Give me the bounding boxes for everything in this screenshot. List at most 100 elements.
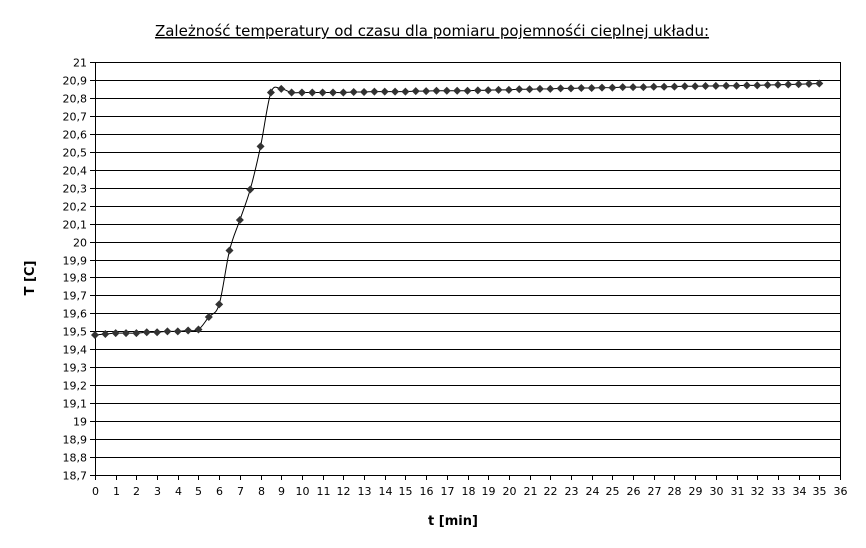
y-tick-label: 20,9 bbox=[63, 75, 88, 88]
x-tick-label: 35 bbox=[813, 485, 827, 498]
data-point-marker bbox=[422, 87, 431, 96]
x-tick-label: 15 bbox=[399, 485, 413, 498]
data-point-marker bbox=[339, 88, 348, 97]
x-tick-label: 18 bbox=[462, 485, 476, 498]
data-point-marker bbox=[360, 87, 369, 96]
y-tick-label: 19,6 bbox=[63, 308, 88, 321]
data-point-marker bbox=[566, 84, 575, 93]
data-point-marker bbox=[256, 142, 265, 151]
data-point-marker bbox=[804, 79, 813, 88]
x-tick-label: 10 bbox=[296, 485, 310, 498]
data-point-marker bbox=[111, 329, 120, 338]
data-point-marker bbox=[494, 85, 503, 94]
data-point-marker bbox=[504, 85, 513, 94]
data-point-marker bbox=[442, 86, 451, 95]
x-tick-label: 22 bbox=[544, 485, 558, 498]
data-point-marker bbox=[411, 87, 420, 96]
y-tick-label: 20,1 bbox=[63, 219, 88, 232]
data-point-marker bbox=[463, 86, 472, 95]
data-point-marker bbox=[308, 88, 317, 97]
data-point-marker bbox=[287, 88, 296, 97]
gridlines bbox=[95, 62, 840, 476]
y-tick-label: 19,5 bbox=[63, 326, 88, 339]
data-point-marker bbox=[235, 216, 244, 225]
data-point-marker bbox=[711, 81, 720, 90]
data-point-marker bbox=[660, 82, 669, 91]
y-tick-label: 19,4 bbox=[63, 344, 88, 357]
data-point-marker bbox=[349, 87, 358, 96]
data-point-marker bbox=[691, 82, 700, 91]
data-point-marker bbox=[91, 330, 99, 339]
x-tick-label: 5 bbox=[195, 485, 202, 498]
x-tick-labels: 0 1 2 3 4 5 6 7 8 9 10 11 12 13 14 15 16 17 18 19 20 21 22 23 24… bbox=[92, 485, 848, 498]
data-point-marker bbox=[277, 84, 286, 93]
y-tick-label: 19,7 bbox=[63, 290, 88, 303]
y-tick-label: 20,7 bbox=[63, 111, 88, 124]
data-point-marker bbox=[484, 86, 493, 95]
y-tick-label: 20,3 bbox=[63, 183, 88, 196]
x-axis-title: t [min] bbox=[428, 514, 478, 529]
data-point-marker bbox=[380, 87, 389, 96]
x-tick-label: 28 bbox=[668, 485, 682, 498]
data-point-marker bbox=[391, 87, 400, 96]
x-tick-label: 29 bbox=[689, 485, 703, 498]
x-tick-label: 31 bbox=[731, 485, 745, 498]
x-tick-label: 9 bbox=[278, 485, 285, 498]
data-point-marker bbox=[266, 88, 275, 97]
y-tick-label: 18,7 bbox=[63, 470, 88, 483]
series-temperature bbox=[91, 79, 824, 339]
x-tick-label: 32 bbox=[751, 485, 765, 498]
data-point-marker bbox=[432, 86, 441, 95]
data-point-marker bbox=[546, 84, 555, 93]
y-tick-label: 20,4 bbox=[63, 165, 88, 178]
y-tick-label: 20,5 bbox=[63, 147, 88, 160]
x-tick-label: 3 bbox=[154, 485, 161, 498]
x-tick-label: 25 bbox=[606, 485, 620, 498]
x-tick-label: 12 bbox=[337, 485, 351, 498]
data-point-marker bbox=[525, 85, 534, 94]
x-tick-label: 24 bbox=[586, 485, 600, 498]
x-tick-label: 34 bbox=[793, 485, 807, 498]
data-point-marker bbox=[629, 83, 638, 92]
axes bbox=[90, 62, 841, 480]
data-point-marker bbox=[401, 87, 410, 96]
x-tick-label: 0 bbox=[92, 485, 99, 498]
x-tick-label: 7 bbox=[237, 485, 244, 498]
x-tick-label: 26 bbox=[627, 485, 641, 498]
data-point-marker bbox=[318, 88, 327, 97]
x-tick-label: 4 bbox=[175, 485, 182, 498]
chart-title: Zależność temperatury od czasu dla pomia… bbox=[155, 22, 709, 40]
x-tick-label: 36 bbox=[834, 485, 848, 498]
data-point-marker bbox=[670, 82, 679, 91]
data-point-marker bbox=[204, 312, 213, 321]
y-tick-label: 18,8 bbox=[63, 452, 88, 465]
data-point-marker bbox=[132, 329, 141, 338]
data-point-marker bbox=[742, 81, 751, 90]
y-tick-label: 20,2 bbox=[63, 201, 88, 214]
x-tick-label: 21 bbox=[524, 485, 538, 498]
x-tick-label: 8 bbox=[258, 485, 265, 498]
data-point-marker bbox=[618, 83, 627, 92]
y-tick-label: 19,8 bbox=[63, 272, 88, 285]
x-tick-label: 20 bbox=[503, 485, 517, 498]
data-point-marker bbox=[453, 86, 462, 95]
x-tick-label: 33 bbox=[772, 485, 786, 498]
y-tick-label: 19,1 bbox=[63, 398, 88, 411]
data-point-marker bbox=[297, 88, 306, 97]
data-point-marker bbox=[680, 82, 689, 91]
x-tick-label: 11 bbox=[317, 485, 331, 498]
data-point-marker bbox=[794, 80, 803, 89]
data-point-marker bbox=[598, 83, 607, 92]
y-tick-label: 20 bbox=[73, 237, 87, 250]
data-point-marker bbox=[101, 330, 110, 339]
data-point-marker bbox=[215, 300, 224, 309]
data-point-marker bbox=[732, 81, 741, 90]
series-line bbox=[94, 83, 820, 336]
data-point-marker bbox=[577, 84, 586, 93]
data-point-marker bbox=[639, 83, 648, 92]
x-tick-label: 27 bbox=[648, 485, 662, 498]
x-tick-label: 6 bbox=[216, 485, 223, 498]
y-tick-label: 19,3 bbox=[63, 362, 88, 375]
x-tick-label: 1 bbox=[113, 485, 120, 498]
